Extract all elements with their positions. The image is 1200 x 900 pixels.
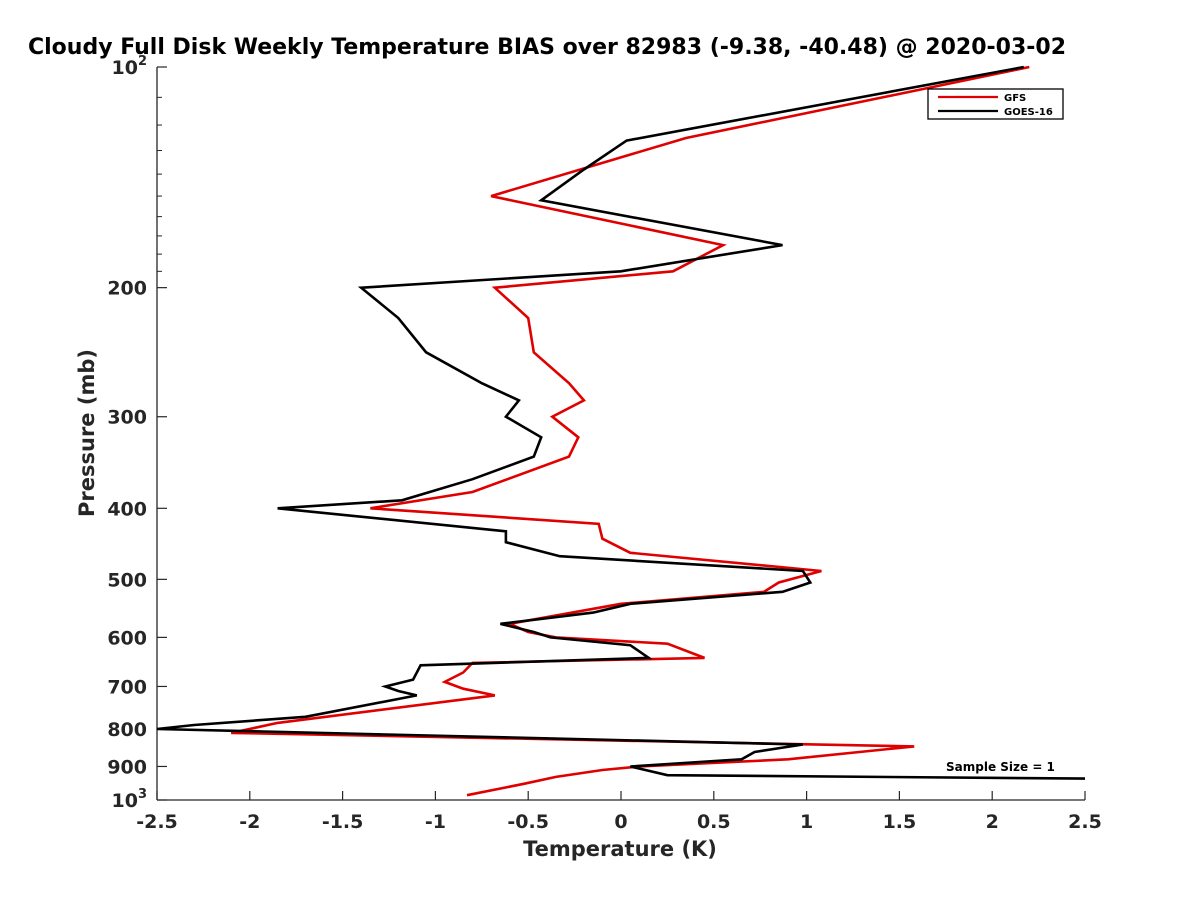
y-tick-label: 300	[107, 407, 147, 429]
y-tick-label: 900	[107, 756, 147, 778]
x-tick-label: 0.5	[697, 811, 731, 833]
y-axis-label: Pressure (mb)	[75, 349, 99, 517]
series-line-goes16	[156, 65, 1086, 780]
y-tick-label: 200	[107, 278, 147, 300]
sample-size-annotation: Sample Size = 1	[946, 760, 1055, 774]
x-tick-label: 1	[800, 811, 813, 833]
legend: GFS GOES-16	[927, 88, 1064, 120]
x-tick-label: 0	[614, 811, 627, 833]
y-tick-label: 103	[112, 787, 148, 812]
y-tick-label: 500	[107, 569, 147, 591]
x-tick-label: -2.5	[136, 811, 178, 833]
legend-box	[927, 88, 1064, 120]
y-tick-label: 600	[107, 627, 147, 649]
x-tick-label: 1.5	[883, 811, 917, 833]
x-tick-label: 2	[986, 811, 999, 833]
legend-label-goes16: GOES-16	[1004, 107, 1053, 118]
y-tick-label: 700	[107, 676, 147, 698]
x-tick-label: -0.5	[507, 811, 549, 833]
x-tick-label: -2	[239, 811, 260, 833]
x-tick-label: -1	[425, 811, 446, 833]
axis-ticks: -2.5 -2 -1.5 -1 -0.5 0 0.5 1 1.5 2 2.5 102 200 300 400…	[107, 54, 1102, 833]
y-tick-label: 400	[107, 498, 147, 520]
y-tick-label: 800	[107, 719, 147, 741]
series-lines	[156, 65, 1086, 797]
y-tick-label: 102	[112, 54, 148, 79]
x-tick-label: 2.5	[1068, 811, 1102, 833]
x-axis-label: Temperature (K)	[523, 837, 717, 861]
x-tick-label: -1.5	[322, 811, 364, 833]
legend-label-gfs: GFS	[1004, 93, 1026, 104]
chart-title: Cloudy Full Disk Weekly Temperature BIAS…	[28, 35, 1066, 60]
